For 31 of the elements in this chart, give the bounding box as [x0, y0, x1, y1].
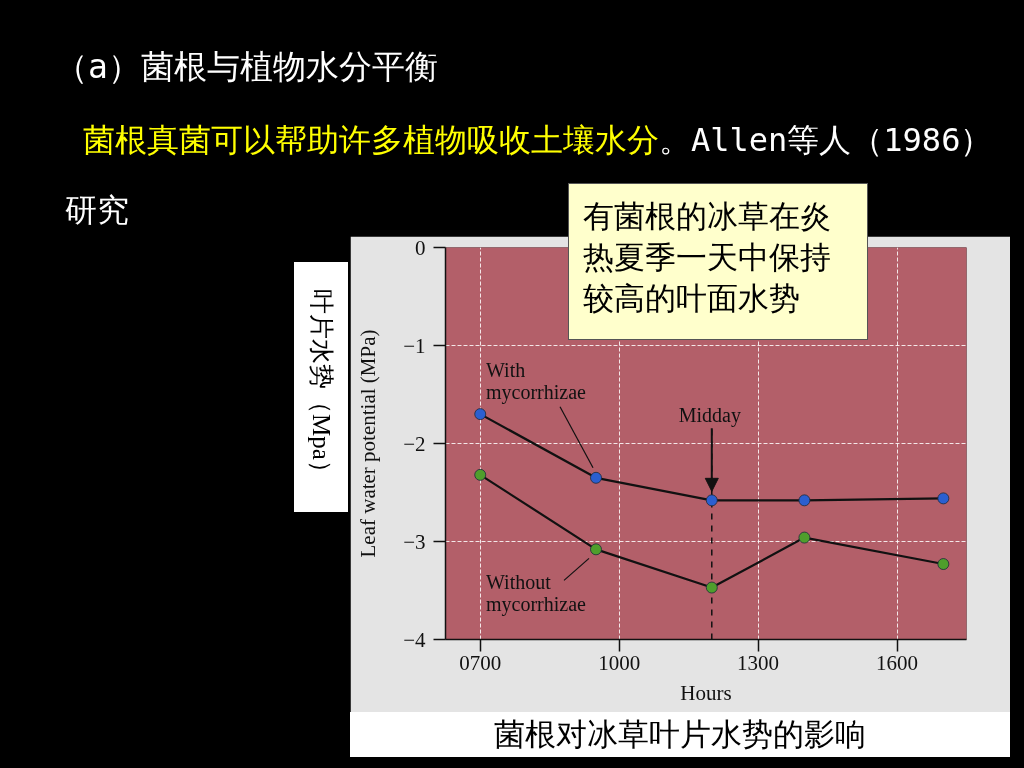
text: 菌根对冰草叶片水势的影响	[350, 712, 1010, 757]
point	[937, 558, 950, 570]
point	[937, 492, 950, 505]
point	[798, 494, 811, 507]
x-tick-label: 1300	[737, 650, 780, 675]
y-tick-label: 0	[415, 235, 426, 260]
text: 叶片水势（Mpa）	[294, 262, 348, 512]
text: 研究	[65, 190, 129, 231]
text: 。Allen等人（1986）	[659, 120, 993, 161]
y-tick-label: −1	[403, 333, 426, 358]
point	[705, 494, 718, 507]
annotation: 有菌根的冰草在炎热夏季一天中保持较高的叶面水势	[568, 183, 868, 340]
x-axis-title: Hours	[680, 680, 732, 705]
x-tick-label: 1600	[876, 650, 919, 675]
series-label: With mycorrhizae	[486, 358, 587, 404]
point	[590, 543, 602, 556]
series-label: Without mycorrhizae	[486, 571, 587, 617]
chart-title: （a）菌根与植物水分平衡	[55, 47, 438, 87]
y-tick-label: −3	[403, 529, 426, 554]
chart-subtitle: 菌根真菌可以帮助许多植物吸收土壤水分	[83, 120, 659, 161]
y-axis-title: Leaf water potential (MPa)	[356, 329, 381, 558]
point	[474, 468, 487, 481]
y-tick-label: −2	[403, 431, 426, 456]
point	[798, 531, 811, 544]
x-tick-label: 1000	[598, 650, 641, 675]
point	[705, 581, 718, 594]
point	[590, 471, 602, 484]
point	[474, 408, 487, 420]
x-tick-label: 0700	[459, 650, 502, 675]
ref-line-label: Midday	[678, 404, 741, 428]
y-tick-label: −4	[403, 627, 426, 652]
